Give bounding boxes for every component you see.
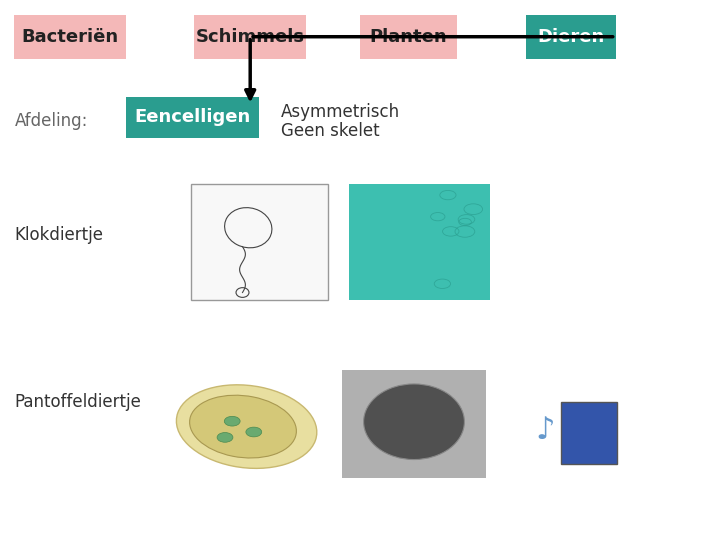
Ellipse shape — [189, 395, 297, 458]
FancyBboxPatch shape — [360, 15, 457, 59]
FancyBboxPatch shape — [526, 15, 616, 59]
Ellipse shape — [225, 416, 240, 426]
Text: Dieren: Dieren — [537, 28, 604, 46]
FancyBboxPatch shape — [126, 97, 259, 138]
FancyBboxPatch shape — [194, 15, 306, 59]
Text: Afdeling:: Afdeling: — [14, 112, 88, 131]
Text: Bacteriën: Bacteriën — [22, 28, 119, 46]
Ellipse shape — [246, 427, 262, 437]
Text: Klokdiertje: Klokdiertje — [14, 226, 104, 244]
FancyBboxPatch shape — [349, 184, 490, 300]
Text: Geen skelet: Geen skelet — [281, 122, 379, 140]
Ellipse shape — [176, 385, 317, 468]
FancyBboxPatch shape — [562, 402, 617, 464]
Text: Schimmels: Schimmels — [196, 28, 305, 46]
FancyBboxPatch shape — [342, 370, 486, 478]
Text: Planten: Planten — [370, 28, 447, 46]
FancyBboxPatch shape — [14, 15, 126, 59]
Text: Eencelligen: Eencelligen — [135, 109, 251, 126]
Text: Pantoffeldiertje: Pantoffeldiertje — [14, 393, 141, 411]
Text: Asymmetrisch: Asymmetrisch — [281, 103, 400, 121]
FancyBboxPatch shape — [191, 184, 328, 300]
Ellipse shape — [217, 433, 233, 442]
Ellipse shape — [364, 384, 464, 460]
Text: ♪: ♪ — [535, 416, 554, 445]
